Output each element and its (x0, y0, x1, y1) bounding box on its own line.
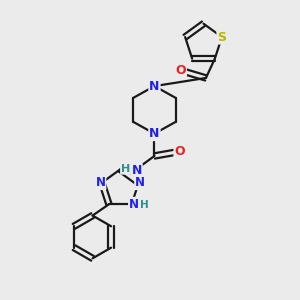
Text: S: S (218, 31, 226, 44)
Text: N: N (135, 176, 145, 189)
Text: O: O (176, 64, 186, 77)
Text: N: N (95, 176, 105, 189)
Text: N: N (129, 198, 139, 211)
Text: H: H (140, 200, 148, 210)
Text: H: H (121, 164, 130, 174)
Text: O: O (174, 145, 185, 158)
Text: N: N (149, 80, 160, 93)
Text: N: N (131, 164, 142, 177)
Text: N: N (149, 127, 160, 140)
